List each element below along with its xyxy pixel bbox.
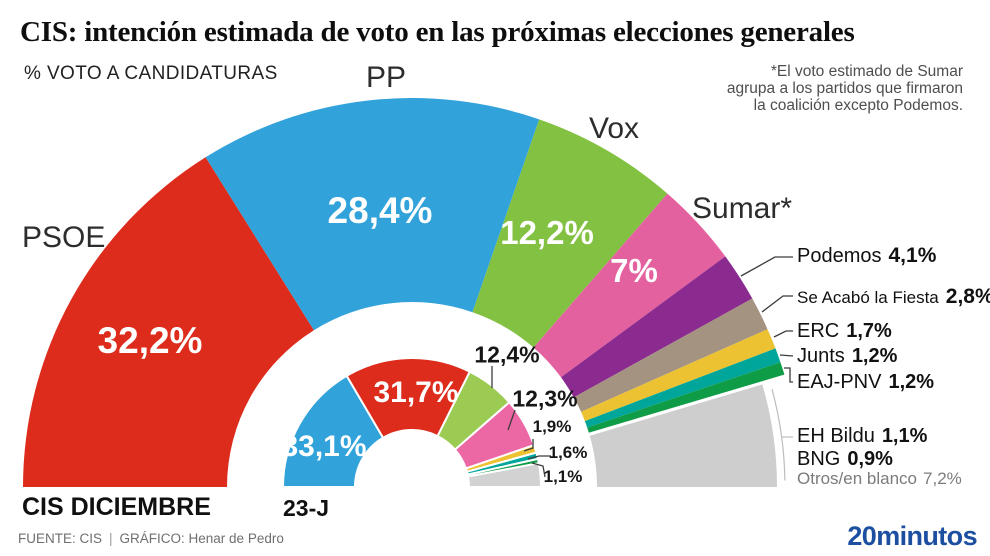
callout-value: 2,8% [945, 285, 990, 308]
inner-value-pp: 33,1% [281, 430, 367, 463]
segment-23-j-resto [466, 462, 543, 488]
segment-cis-diciembre-se-acabó-la-fiesta [573, 298, 768, 412]
callout-value: 1,7% [846, 320, 892, 342]
callout-junts: Junts 1,2% [797, 344, 897, 368]
leader-podemos [740, 256, 793, 277]
outer-value-pp: 28,4% [327, 190, 433, 231]
20minutos-logo: 20minutos [847, 521, 977, 551]
ring-label-23j: 23-J [283, 495, 330, 521]
party-label-pp: PP [366, 61, 407, 94]
callout-erc: ERC 1,7% [797, 319, 892, 343]
callout-ehbildu: EH Bildu 1,1% [797, 424, 927, 448]
leader-inner-junts [527, 455, 551, 460]
segment-cis-diciembre-resto [589, 383, 777, 487]
callout-value: 1,2% [888, 371, 935, 393]
leader-inner-sumar [507, 409, 516, 431]
callout-value: 1,2% [851, 345, 898, 367]
callout-value: 4,1% [888, 244, 937, 267]
footnote-line: la coalición excepto Podemos. [753, 96, 963, 114]
callout-value: 7,2% [923, 469, 962, 488]
page-title: CIS: intención estimada de voto en las p… [20, 16, 855, 48]
segment-23-j-pp [281, 374, 385, 488]
inner-value-pnv: 1,1% [543, 467, 583, 486]
outer-value-sumar: 7% [610, 252, 658, 289]
outer-value-vox: 12,2% [500, 214, 594, 251]
credit-text: GRÁFICO: Henar de Pedro [119, 531, 284, 546]
segment-cis-diciembre-junts [584, 348, 781, 428]
callout-otros: Otros/en blanco 7,2% [797, 468, 962, 490]
gray-segment-separator [586, 374, 787, 437]
leader-erc [773, 330, 793, 338]
callout-podemos: Podemos 4,1% [797, 244, 936, 268]
callout-party: Junts [797, 345, 845, 367]
leader-inner-erc [523, 439, 534, 452]
source-text: FUENTE: CIS [18, 531, 103, 546]
inner-value-psoe: 31,7% [373, 376, 459, 409]
footnote-line: agrupa a los partidos que firmaron [726, 79, 963, 97]
party-label-sumar: Sumar* [692, 192, 793, 225]
inner-value-junts: 1,6% [548, 443, 588, 462]
leader-pnv [784, 367, 793, 383]
outer-value-psoe: 32,2% [97, 320, 203, 361]
leader-salf [761, 295, 793, 313]
inner-value-sumar: 12,3% [512, 385, 578, 412]
segment-cis-diciembre-erc [581, 329, 776, 422]
callout-salf: Se Acabó la Fiesta 2,8% [797, 285, 990, 310]
callout-value: 1,1% [881, 425, 928, 447]
sumar-footnote: *El voto estimado de Sumar agrupa a los … [726, 63, 963, 114]
segment-cis-diciembre-sumar [533, 193, 726, 378]
ring-label-cis-diciembre: CIS DICIEMBRE [22, 493, 211, 521]
callout-party: Podemos [797, 245, 882, 267]
callout-value: 0,9% [847, 448, 893, 470]
segment-cis-diciembre-vox [472, 119, 668, 348]
party-label-psoe: PSOE [22, 221, 106, 254]
leader-inner-pnv [531, 462, 546, 478]
callout-party: ERC [797, 320, 840, 342]
footer-divider: | [109, 531, 113, 546]
callout-party: EAJ-PNV [797, 371, 882, 393]
callout-pnv: EAJ-PNV 1,2% [797, 370, 934, 394]
callout-bng: BNG 0,9% [797, 447, 893, 471]
callout-party: BNG [797, 448, 841, 470]
callout-party: Otros/en blanco [797, 469, 918, 488]
source-credit: FUENTE: CIS | GRÁFICO: Henar de Pedro [18, 531, 284, 546]
inner-value-erc: 1,9% [532, 417, 572, 436]
footnote-line: *El voto estimado de Sumar [770, 63, 963, 80]
segment-cis-diciembre-pp [205, 98, 540, 331]
chart-subtitle: % VOTO A CANDIDATURAS [24, 63, 278, 84]
inner-value-vox: 12,4% [474, 341, 540, 368]
segment-cis-diciembre-eaj-pnv [587, 362, 785, 435]
callout-party: EH Bildu [797, 425, 875, 447]
leader-junts [779, 354, 794, 357]
party-label-vox: Vox [589, 112, 640, 145]
segment-cis-diciembre-podemos [561, 256, 753, 398]
callout-party: Se Acabó la Fiesta [797, 288, 939, 307]
otros-bracket-arc [771, 389, 786, 481]
segment-cis-diciembre-psoe [23, 157, 314, 488]
